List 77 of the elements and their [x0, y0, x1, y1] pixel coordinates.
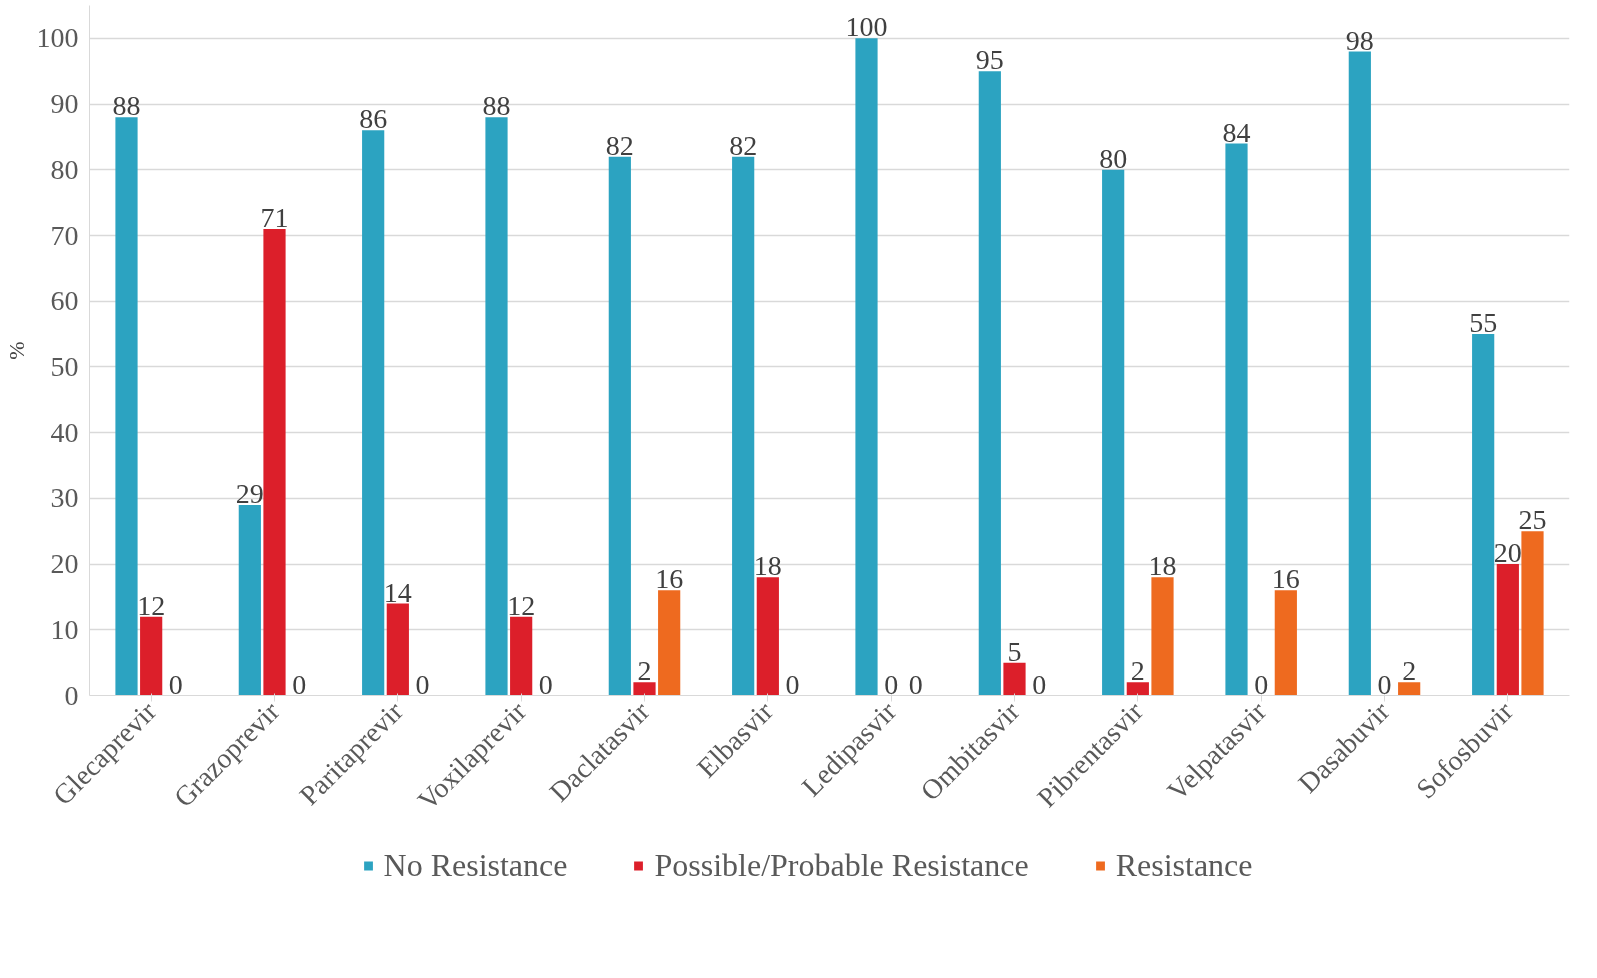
bar	[510, 616, 533, 696]
bar	[362, 130, 385, 696]
bar	[140, 616, 163, 696]
bar	[978, 71, 1001, 696]
y-tick-label: 60	[50, 285, 79, 317]
bar	[732, 156, 755, 696]
y-tick-label: 90	[50, 88, 79, 120]
bar	[608, 156, 631, 696]
bar	[1225, 143, 1248, 696]
data-label: 0	[884, 668, 899, 700]
data-label: 84	[1222, 116, 1251, 148]
legend-label: No Resistance	[383, 846, 568, 884]
y-tick-label: 100	[36, 22, 79, 54]
legend-label: Possible/Probable Resistance	[654, 846, 1029, 884]
bar	[658, 590, 681, 696]
y-axis-title: %	[3, 341, 29, 360]
data-label: 18	[753, 550, 782, 582]
y-tick-label: 80	[50, 153, 79, 185]
y-tick-label: 0	[64, 679, 79, 711]
y-tick-label: 70	[50, 219, 79, 251]
bar	[1348, 51, 1371, 696]
bar	[1003, 662, 1026, 696]
data-label: 12	[137, 589, 166, 621]
bar	[1398, 682, 1421, 696]
data-label: 0	[538, 668, 553, 700]
data-label: 82	[729, 129, 758, 161]
data-label: 16	[655, 563, 684, 595]
data-label: 2	[1402, 655, 1417, 687]
data-label: 2	[637, 655, 652, 687]
data-label: 100	[845, 11, 888, 43]
bar	[1496, 564, 1519, 696]
data-label: 0	[908, 668, 923, 700]
bar	[1151, 577, 1174, 696]
data-label: 0	[785, 668, 800, 700]
bar	[115, 117, 138, 696]
data-label: 98	[1345, 24, 1374, 56]
data-label: 0	[1032, 668, 1047, 700]
bar	[386, 603, 409, 696]
y-tick-label: 20	[50, 548, 79, 580]
data-label: 88	[482, 90, 511, 122]
bar	[633, 682, 656, 696]
bar	[1472, 334, 1495, 696]
bar	[855, 38, 878, 696]
bar	[756, 577, 779, 696]
data-label: 0	[415, 668, 430, 700]
bar	[1274, 590, 1297, 696]
y-tick-label: 10	[50, 613, 79, 645]
bar	[1102, 169, 1125, 696]
data-label: 95	[975, 44, 1004, 76]
data-label: 71	[260, 201, 289, 233]
bar	[263, 228, 286, 696]
data-label: 20	[1493, 537, 1522, 569]
bar	[485, 117, 508, 696]
data-label: 29	[235, 477, 264, 509]
data-label: 0	[1254, 668, 1269, 700]
y-tick-label: 30	[50, 482, 79, 514]
data-label: 0	[1377, 668, 1392, 700]
data-label: 88	[112, 90, 141, 122]
data-label: 5	[1007, 635, 1022, 667]
y-tick-label: 50	[50, 350, 79, 382]
data-label: 2	[1130, 655, 1145, 687]
y-tick-label: 40	[50, 416, 79, 448]
data-label: 0	[292, 668, 307, 700]
data-label: 12	[507, 589, 536, 621]
data-label: 25	[1518, 504, 1547, 536]
data-label: 82	[605, 129, 634, 161]
data-label: 16	[1271, 563, 1300, 595]
data-label: 14	[383, 576, 412, 608]
bar	[1126, 682, 1149, 696]
data-label: 18	[1148, 550, 1177, 582]
data-label: 86	[359, 103, 388, 135]
legend-label: Resistance	[1115, 846, 1253, 884]
data-label: 0	[168, 668, 183, 700]
bar	[238, 504, 261, 696]
bar	[1521, 531, 1544, 696]
data-label: 80	[1099, 142, 1128, 174]
data-label: 55	[1469, 307, 1498, 339]
